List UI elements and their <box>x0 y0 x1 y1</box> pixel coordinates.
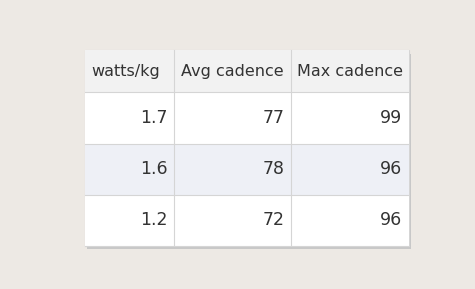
Text: watts/kg: watts/kg <box>92 64 161 79</box>
Text: 72: 72 <box>262 212 284 229</box>
Text: 99: 99 <box>380 109 402 127</box>
Text: 1.2: 1.2 <box>140 212 168 229</box>
Bar <box>85 195 409 246</box>
Bar <box>85 50 409 246</box>
Text: 96: 96 <box>380 212 402 229</box>
Text: 77: 77 <box>262 109 284 127</box>
Bar <box>85 144 409 195</box>
Text: 1.6: 1.6 <box>140 160 168 178</box>
Text: 1.7: 1.7 <box>140 109 168 127</box>
Bar <box>85 92 409 144</box>
Bar <box>85 50 409 92</box>
Text: Avg cadence: Avg cadence <box>181 64 284 79</box>
Text: Max cadence: Max cadence <box>297 64 403 79</box>
Bar <box>87 53 411 249</box>
Text: 96: 96 <box>380 160 402 178</box>
Text: 78: 78 <box>262 160 284 178</box>
